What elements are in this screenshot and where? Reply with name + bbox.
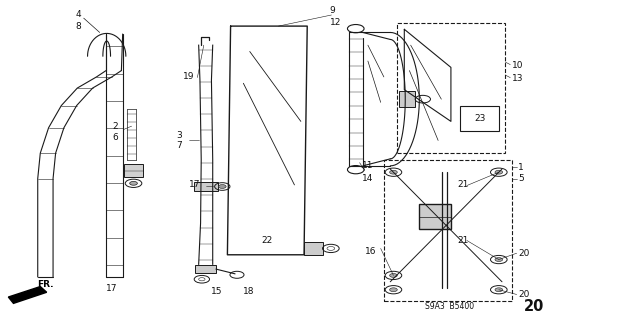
Text: 16: 16 — [365, 247, 376, 256]
Text: 21: 21 — [458, 236, 468, 245]
Text: 12: 12 — [330, 19, 341, 27]
Circle shape — [130, 182, 138, 185]
Text: 20: 20 — [518, 249, 529, 258]
Bar — [304, 242, 323, 255]
Bar — [397, 23, 505, 153]
Text: 20: 20 — [518, 290, 529, 299]
Text: 6: 6 — [113, 133, 118, 142]
Polygon shape — [8, 286, 47, 303]
Text: 18: 18 — [243, 287, 255, 296]
Circle shape — [495, 258, 502, 262]
Bar — [195, 265, 216, 273]
Text: 13: 13 — [511, 74, 523, 84]
Text: 21: 21 — [458, 181, 468, 189]
Bar — [193, 182, 218, 191]
Text: 1: 1 — [518, 163, 524, 172]
Bar — [384, 160, 511, 301]
Circle shape — [390, 170, 397, 174]
Text: 20: 20 — [524, 299, 545, 314]
Text: 3: 3 — [176, 131, 182, 140]
Circle shape — [495, 170, 502, 174]
Text: 8: 8 — [76, 22, 81, 31]
Circle shape — [390, 288, 397, 292]
Text: 4: 4 — [76, 11, 81, 19]
Text: 17: 17 — [106, 284, 118, 293]
Circle shape — [495, 288, 502, 292]
Bar — [419, 204, 451, 229]
Circle shape — [218, 185, 226, 189]
Text: 22: 22 — [261, 236, 273, 245]
Text: 19: 19 — [183, 72, 195, 81]
Circle shape — [390, 273, 397, 277]
Text: 10: 10 — [511, 61, 523, 70]
Text: S9A3  B5400: S9A3 B5400 — [426, 302, 474, 311]
Text: 17: 17 — [189, 181, 200, 189]
Text: FR.: FR. — [37, 280, 54, 289]
Text: 9: 9 — [330, 6, 335, 15]
Text: 15: 15 — [211, 287, 223, 296]
Text: 7: 7 — [176, 141, 182, 150]
Text: 11: 11 — [362, 161, 373, 170]
Bar — [124, 164, 143, 177]
Bar — [399, 91, 415, 107]
Text: 23: 23 — [474, 114, 485, 123]
Text: 5: 5 — [518, 174, 524, 183]
Text: 2: 2 — [113, 122, 118, 131]
Text: 14: 14 — [362, 174, 373, 183]
Bar — [461, 106, 499, 131]
